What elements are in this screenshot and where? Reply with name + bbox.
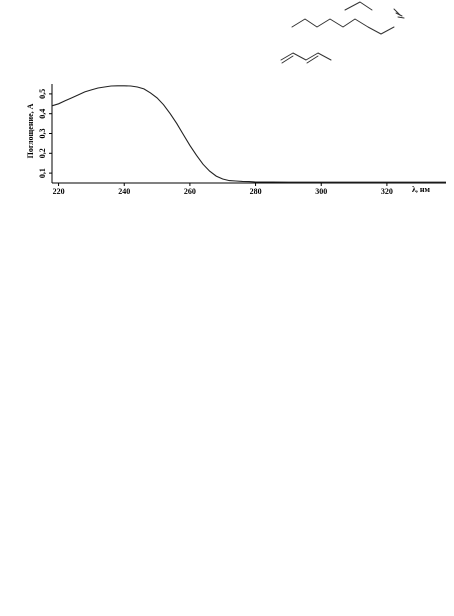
x-tick-label: 240 xyxy=(118,187,130,196)
y-axis-title: Поглощение, А xyxy=(26,103,35,158)
x-tick-label: 220 xyxy=(53,187,65,196)
molecule-hashed-bond xyxy=(393,8,405,19)
y-tick-label: 0,4 xyxy=(38,109,47,119)
molecule-double-bond-2 xyxy=(306,55,319,64)
y-tick-label: 0,5 xyxy=(38,89,47,99)
y-tick-label: 0,1 xyxy=(38,168,47,178)
x-tick-label: 320 xyxy=(381,187,393,196)
y-tick-label: 0,2 xyxy=(38,148,47,158)
chart-axes xyxy=(51,84,446,184)
absorbance-curve xyxy=(51,85,446,183)
molecule-top-fragment xyxy=(344,1,373,11)
x-tick-label: 260 xyxy=(184,187,196,196)
x-axis-title: λ, нм xyxy=(412,185,431,194)
y-tick-group: 0,1 0,2 0,3 0,4 0,5 xyxy=(38,89,52,178)
molecule-diene-chain xyxy=(280,52,332,61)
molecule-main-chain xyxy=(291,18,395,35)
x-tick-label: 300 xyxy=(315,187,327,196)
x-tick-label: 280 xyxy=(250,187,262,196)
y-tick-label: 0,3 xyxy=(38,129,47,139)
molecule-double-bond-1 xyxy=(281,55,294,64)
x-tick-group: 220 240 260 280 300 320 xyxy=(53,183,393,196)
